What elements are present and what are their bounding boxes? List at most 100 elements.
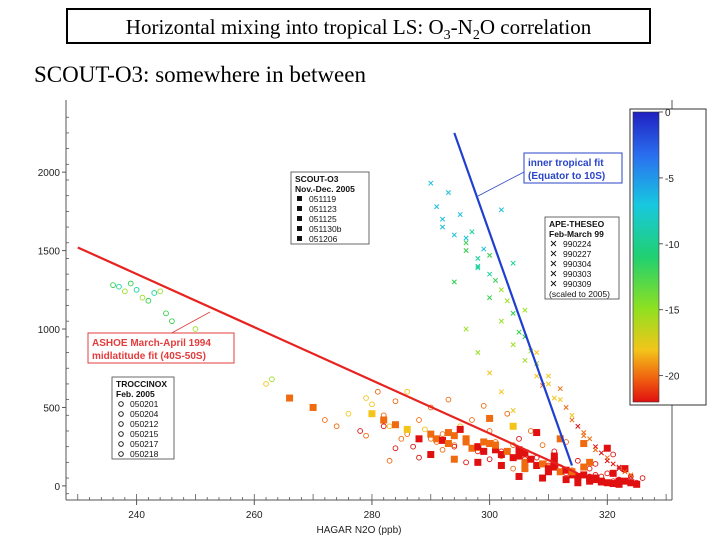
data-point-circle [139,294,146,301]
legend-title: SCOUT-O3 [295,174,339,184]
data-point-square [474,458,482,466]
data-point-square [615,477,623,485]
legend-entry: 051119 [309,194,336,204]
data-point-circle [363,395,369,401]
data-point-x [581,433,587,439]
legend-note: (scaled to 2005) [549,289,610,299]
data-point-square [462,435,470,443]
data-point-x [522,357,528,363]
data-point-circle [192,326,199,332]
data-point-x [587,436,593,442]
data-point-circle [480,403,487,409]
legend-entry: 051206 [309,234,338,244]
legend-marker-circle [118,401,124,407]
data-point-square [621,465,629,473]
data-point-circle [345,410,352,417]
data-point-x [445,189,451,196]
data-point-circle [357,428,364,434]
data-point-square [544,466,552,474]
data-point-circle [169,318,175,325]
data-point-x [534,349,540,356]
data-point-square [603,444,611,452]
data-point-x [439,224,446,230]
data-point-square [380,416,388,424]
data-point-x [487,370,493,376]
data-point-square [450,455,458,463]
data-point-x [492,277,499,283]
data-point-x [504,298,510,304]
data-point-x [557,386,563,392]
data-point-square [556,435,564,443]
annotation-ashoe-line1: ASHOE March-April 1994 [92,338,211,349]
legend-title: TROCCINOX [116,379,167,389]
legend-subtitle: Feb. 2005 [116,389,155,399]
data-point-x [604,458,610,464]
data-point-square [586,477,594,485]
legend-marker-x [550,250,557,257]
legend-marker-x [550,270,557,277]
data-point-circle [586,465,593,472]
data-point-square [521,449,529,457]
legend-troccinox [111,376,175,460]
data-point-square [562,466,570,474]
data-point-x [487,271,493,277]
data-point-x [463,235,469,241]
data-point-circle [133,286,140,293]
data-point-square [580,440,588,448]
annotation-tropical-line2: (Equator to 10S) [528,171,605,182]
fit-line [453,132,574,466]
data-point-square [539,460,547,468]
legend-entry: 050218 [130,449,159,459]
data-point-square [480,447,488,455]
data-point-square [556,468,564,476]
data-point-square [497,461,505,469]
data-point-circle [439,431,446,437]
data-point-square [515,452,523,460]
data-point-circle [145,297,152,304]
data-point-x [487,252,493,258]
data-point-square [415,435,423,443]
colorbar-tick-label: -10 [665,240,680,251]
slide-title: Horizontal mixing into tropical LS: O3-N… [66,8,651,44]
data-point-x [616,466,622,472]
data-point-square [533,429,541,437]
data-point-x [451,279,457,285]
legend-entry: 990224 [563,239,592,249]
data-point-square [550,463,558,471]
data-point-circle [510,465,516,472]
data-point-x [463,248,469,254]
data-point-x [434,204,440,210]
data-point-square [286,394,294,402]
data-point-square [480,438,488,446]
data-point-x [469,229,475,235]
data-point-x [551,395,557,401]
legend-entry: 051130b [309,224,342,234]
data-point-circle [151,290,158,296]
data-point-square [580,471,588,479]
data-point-x [487,295,493,301]
legend-subtitle: Nov.-Dec. 2005 [295,184,355,194]
data-point-square [586,458,594,466]
data-point-circle [463,459,469,466]
data-point-square [515,446,523,454]
data-point-square [621,477,629,485]
data-point-square [468,444,476,452]
slide-subtitle: SCOUT-O3: somewhere in between [34,62,366,87]
data-point-square [403,425,411,433]
fit-line [77,246,579,475]
data-point-circle [516,435,522,442]
y-tick-label: 500 [43,403,60,414]
data-point-square [574,472,582,480]
data-point-circle [592,461,599,467]
x-tick-label: 240 [128,510,145,521]
data-point-x [557,397,563,403]
data-point-square [427,430,435,438]
data-point-circle [404,388,411,395]
legend-marker-square [297,236,302,241]
data-point-circle [422,426,428,433]
data-point-circle [363,432,369,439]
data-point-x [628,472,634,478]
data-point-x [428,180,434,186]
data-point-x [481,246,487,252]
data-point-circle [121,288,128,295]
